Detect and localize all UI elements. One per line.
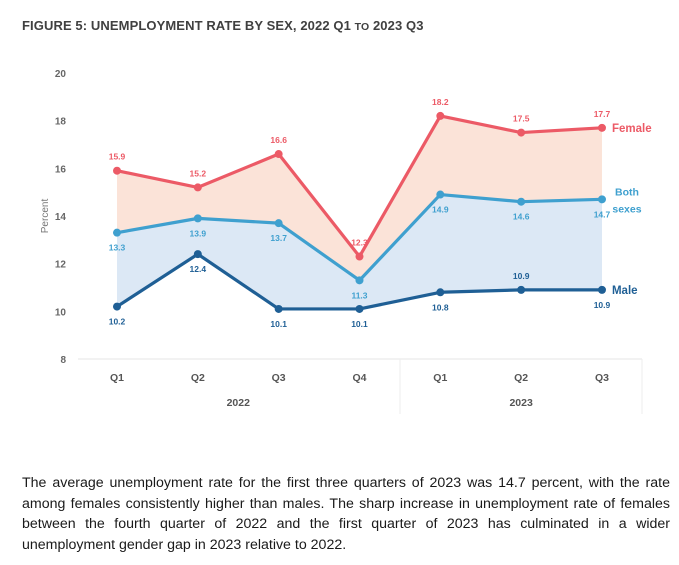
data-point [355, 252, 364, 261]
y-tick-label: 8 [60, 355, 66, 366]
figure-title-main: Unemployment rate by sex, [90, 18, 297, 33]
legend: Female Both sexes Male [612, 123, 652, 297]
x-tick-label: Q1 [110, 372, 124, 384]
data-label: 10.1 [270, 319, 287, 329]
data-label: 11.3 [351, 290, 367, 300]
data-label: 13.9 [190, 228, 207, 238]
y-tick-label: 20 [55, 69, 67, 80]
data-label: 10.2 [109, 317, 126, 327]
y-tick-label: 10 [55, 307, 67, 318]
data-point [113, 228, 121, 237]
area-female-band [117, 115, 602, 281]
legend-label-both-line2: sexes [612, 203, 641, 215]
data-point [597, 195, 606, 204]
data-label: 10.8 [432, 302, 449, 312]
data-point [274, 150, 283, 159]
body-paragraph: The average unemployment rate for the fi… [22, 475, 670, 553]
y-axis-label: Percent [40, 199, 51, 234]
x-tick-label: Q3 [595, 372, 609, 384]
axes: 8 10 12 14 16 18 20 Q1 Q2 Q3 Q4 Q1 Q2 Q3 2022 2023 [55, 69, 643, 414]
data-label: 18.2 [432, 97, 449, 107]
y-tick-label: 14 [55, 212, 67, 223]
data-point [355, 276, 364, 285]
data-label: 13.7 [270, 233, 287, 243]
series-lines [113, 111, 606, 313]
data-point [193, 183, 202, 192]
y-tick-label: 12 [55, 260, 67, 271]
data-point [113, 166, 121, 175]
figure-title-range-end: 2023 Q3 [372, 18, 424, 33]
data-point [597, 285, 606, 294]
x-tick-label: Q2 [514, 372, 528, 384]
data-point [436, 190, 445, 199]
data-point [436, 111, 445, 120]
x-tick-label: Q4 [352, 372, 366, 384]
data-label: 12.3 [351, 238, 368, 248]
data-point [113, 302, 121, 311]
data-point [193, 214, 202, 223]
data-labels: 15.9 15.2 16.6 12.3 18.2 17.5 17.7 13.3 13.9 13.7… [109, 97, 611, 329]
x-group-label: 2022 [227, 397, 251, 409]
data-label: 12.4 [190, 264, 207, 274]
data-label: 13.3 [109, 243, 126, 253]
data-point [355, 304, 364, 313]
data-point [517, 128, 526, 137]
data-label: 17.5 [513, 114, 530, 124]
data-label: 14.6 [513, 212, 530, 222]
figure-title-prefix: Figure 5: [22, 18, 88, 33]
data-label: 15.9 [109, 152, 126, 162]
legend-label-both-line1: Both [615, 186, 639, 198]
data-label: 15.2 [190, 168, 207, 178]
legend-label-female: Female [612, 123, 652, 135]
data-label: 10.1 [351, 319, 368, 329]
figure-title-to: to [354, 21, 370, 33]
data-point [436, 288, 445, 297]
line-chart: 8 10 12 14 16 18 20 Q1 Q2 Q3 Q4 Q1 Q2 Q3 2022 2023 15.9… [40, 69, 652, 414]
data-label: 14.9 [432, 205, 449, 215]
data-label: 10.9 [594, 300, 611, 310]
data-label: 17.7 [594, 109, 611, 119]
data-label: 10.9 [513, 271, 530, 281]
data-point [274, 219, 283, 228]
x-tick-label: Q2 [191, 372, 205, 384]
data-label: 14.7 [594, 209, 611, 219]
figure-title-range-start: 2022 Q1 [300, 18, 351, 33]
y-tick-label: 18 [55, 117, 67, 128]
data-point [517, 285, 526, 294]
x-group-label: 2023 [509, 397, 533, 409]
legend-label-male: Male [612, 285, 638, 297]
data-point [517, 197, 526, 206]
data-point [274, 304, 283, 313]
data-point [193, 250, 202, 259]
y-tick-label: 16 [55, 164, 67, 175]
x-tick-label: Q3 [272, 372, 286, 384]
figure-title: Figure 5: Unemployment rate by sex, 2022… [22, 18, 424, 33]
data-label: 16.6 [270, 135, 287, 145]
x-tick-label: Q1 [433, 372, 447, 384]
data-point [597, 123, 606, 132]
